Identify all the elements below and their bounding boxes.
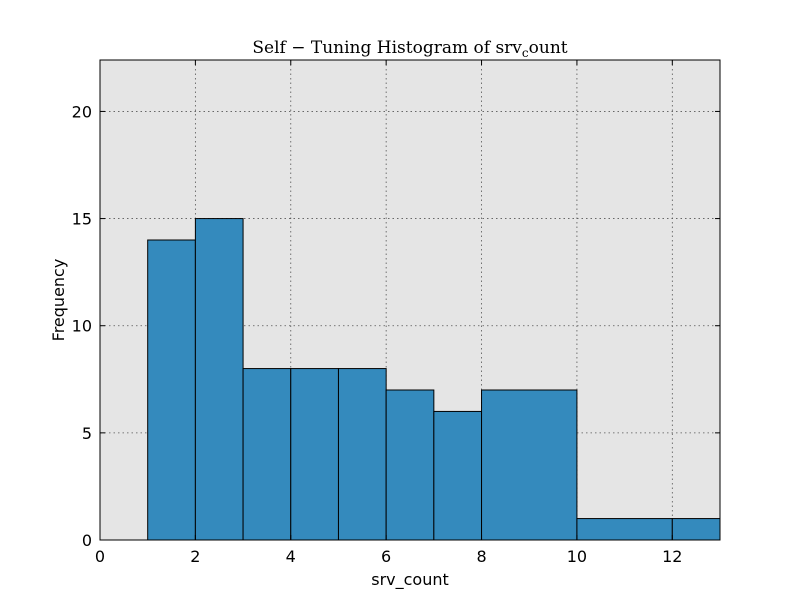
axis-ticks: 0 2 4 6 8 10 12 0 5 10 15 20 [72,60,720,566]
chart-title-suffix: ount [529,38,568,58]
x-tick-label: 6 [381,547,391,566]
histogram-bar [481,389,578,541]
y-tick-label: 5 [82,424,92,443]
x-axis-label: srv_count [371,570,449,590]
y-tick-label: 0 [82,531,92,550]
plot-frame [99,59,721,541]
histogram-bar [337,368,387,541]
x-tick-label: 4 [286,547,296,566]
histogram-bar [194,218,244,541]
y-tick-label: 20 [72,102,92,121]
chart-title: Self − Tuning Histogram of srvcount [252,38,567,60]
histogram-bar [242,368,292,541]
histogram-bar [147,239,196,541]
x-tick-label: 8 [476,547,486,566]
histogram-bar [433,410,483,541]
x-tick-label: 0 [95,547,105,566]
y-tick-label: 15 [72,210,92,229]
histogram-bar [290,368,339,541]
histogram-bar [671,518,721,541]
chart-title-main: Self − Tuning Histogram of srv [252,38,522,58]
y-tick-label: 10 [72,317,92,336]
histogram-bar [576,518,673,541]
histogram-bars [147,218,721,541]
x-tick-label: 12 [662,547,682,566]
x-tick-label: 2 [190,547,200,566]
x-tick-label: 10 [567,547,587,566]
histogram-bar [385,389,435,541]
y-axis-label: Frequency [49,259,68,342]
chart-title-subscript: c [522,46,529,60]
